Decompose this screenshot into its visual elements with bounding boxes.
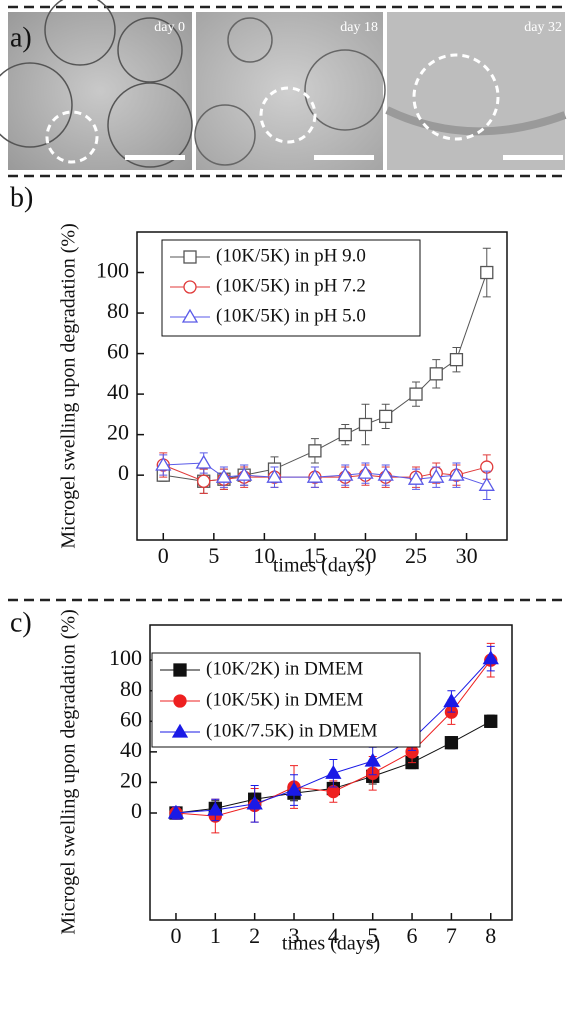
legend-marker xyxy=(183,280,197,294)
panel-label: b) xyxy=(10,182,33,213)
legend-label: (10K/5K) in DMEM xyxy=(206,689,363,710)
marker xyxy=(236,466,253,481)
marker xyxy=(482,650,499,665)
y-tick-label: 40 xyxy=(120,737,142,762)
x-tick-label: 4 xyxy=(328,923,339,948)
marker xyxy=(266,468,283,483)
marker xyxy=(167,804,185,819)
marker xyxy=(155,456,172,471)
x-tick-label: 0 xyxy=(158,543,169,568)
micrograph xyxy=(385,12,567,170)
plot-frame xyxy=(149,624,513,921)
y-tick-label: 0 xyxy=(118,460,129,485)
marker xyxy=(448,466,465,481)
legend-label: (10K/2K) in DMEM xyxy=(206,658,363,679)
micrograph xyxy=(0,0,193,170)
image-caption: day 32 xyxy=(524,20,562,35)
marker xyxy=(480,265,494,280)
marker xyxy=(215,468,233,483)
marker xyxy=(357,464,374,479)
x-tick-label: 15 xyxy=(304,543,326,568)
legend-label: (10K/7.5K) in DMEM xyxy=(206,720,378,741)
legend-marker xyxy=(173,663,187,677)
marker xyxy=(379,409,393,424)
x-tick-label: 6 xyxy=(407,923,418,948)
y-tick-label: 80 xyxy=(120,676,142,701)
marker xyxy=(377,466,394,481)
marker xyxy=(337,466,354,481)
legend-label: (10K/5K) in pH 9.0 xyxy=(216,245,366,266)
marker xyxy=(207,801,224,816)
legend-marker xyxy=(171,723,189,738)
y-tick-label: 100 xyxy=(96,258,129,283)
x-tick-label: 5 xyxy=(208,543,219,568)
marker xyxy=(246,795,263,810)
legend-label: (10K/5K) in pH 5.0 xyxy=(216,305,366,326)
marker xyxy=(444,736,459,750)
x-tick-label: 10 xyxy=(253,543,275,568)
marker xyxy=(197,474,211,488)
marker xyxy=(306,468,324,483)
x-tick-label: 8 xyxy=(485,923,496,948)
y-tick-label: 0 xyxy=(131,798,142,823)
marker xyxy=(358,417,373,432)
x-tick-label: 5 xyxy=(367,923,378,948)
marker xyxy=(478,476,495,491)
legend-marker xyxy=(181,308,199,323)
plot-frame xyxy=(136,231,508,541)
y-tick-label: 20 xyxy=(107,420,129,445)
marker xyxy=(449,353,464,367)
image-caption: day 0 xyxy=(154,20,185,35)
legend-box xyxy=(151,652,421,748)
marker xyxy=(443,693,460,708)
series xyxy=(167,645,499,823)
x-tick-label: 30 xyxy=(456,543,478,568)
marker xyxy=(484,714,498,728)
marker xyxy=(338,427,352,442)
legend-marker xyxy=(183,250,197,264)
y-tick-label: 60 xyxy=(107,339,129,364)
marker xyxy=(409,387,423,401)
panel-label: c) xyxy=(10,607,32,638)
y-axis-label: Microgel swelling upon degradation (%) xyxy=(58,609,80,934)
marker xyxy=(308,444,322,458)
micrograph xyxy=(194,12,386,170)
series xyxy=(155,452,495,500)
x-tick-label: 2 xyxy=(249,923,260,948)
y-tick-label: 20 xyxy=(120,767,142,792)
marker xyxy=(364,752,381,767)
x-tick-label: 7 xyxy=(446,923,457,948)
marker xyxy=(285,781,303,796)
x-axis-label: times (days) xyxy=(273,555,371,577)
y-tick-label: 60 xyxy=(120,706,142,731)
x-tick-label: 25 xyxy=(405,543,427,568)
marker xyxy=(429,367,443,381)
x-tick-label: 0 xyxy=(170,923,181,948)
panel-label: a) xyxy=(10,22,32,53)
legend-label: (10K/5K) in pH 7.2 xyxy=(216,275,366,296)
marker xyxy=(195,454,212,469)
x-axis-label: times (days) xyxy=(282,933,380,955)
legend-box xyxy=(161,239,421,337)
y-tick-label: 80 xyxy=(107,298,129,323)
x-tick-label: 1 xyxy=(210,923,221,948)
y-axis-label: Microgel swelling upon degradation (%) xyxy=(58,223,80,548)
y-tick-label: 100 xyxy=(109,645,142,670)
y-tick-label: 40 xyxy=(107,379,129,404)
x-tick-label: 20 xyxy=(354,543,376,568)
image-caption: day 18 xyxy=(340,20,378,35)
x-tick-label: 3 xyxy=(289,923,300,948)
marker xyxy=(407,470,425,485)
marker xyxy=(325,764,342,779)
legend-marker xyxy=(173,694,187,708)
marker xyxy=(428,468,445,483)
